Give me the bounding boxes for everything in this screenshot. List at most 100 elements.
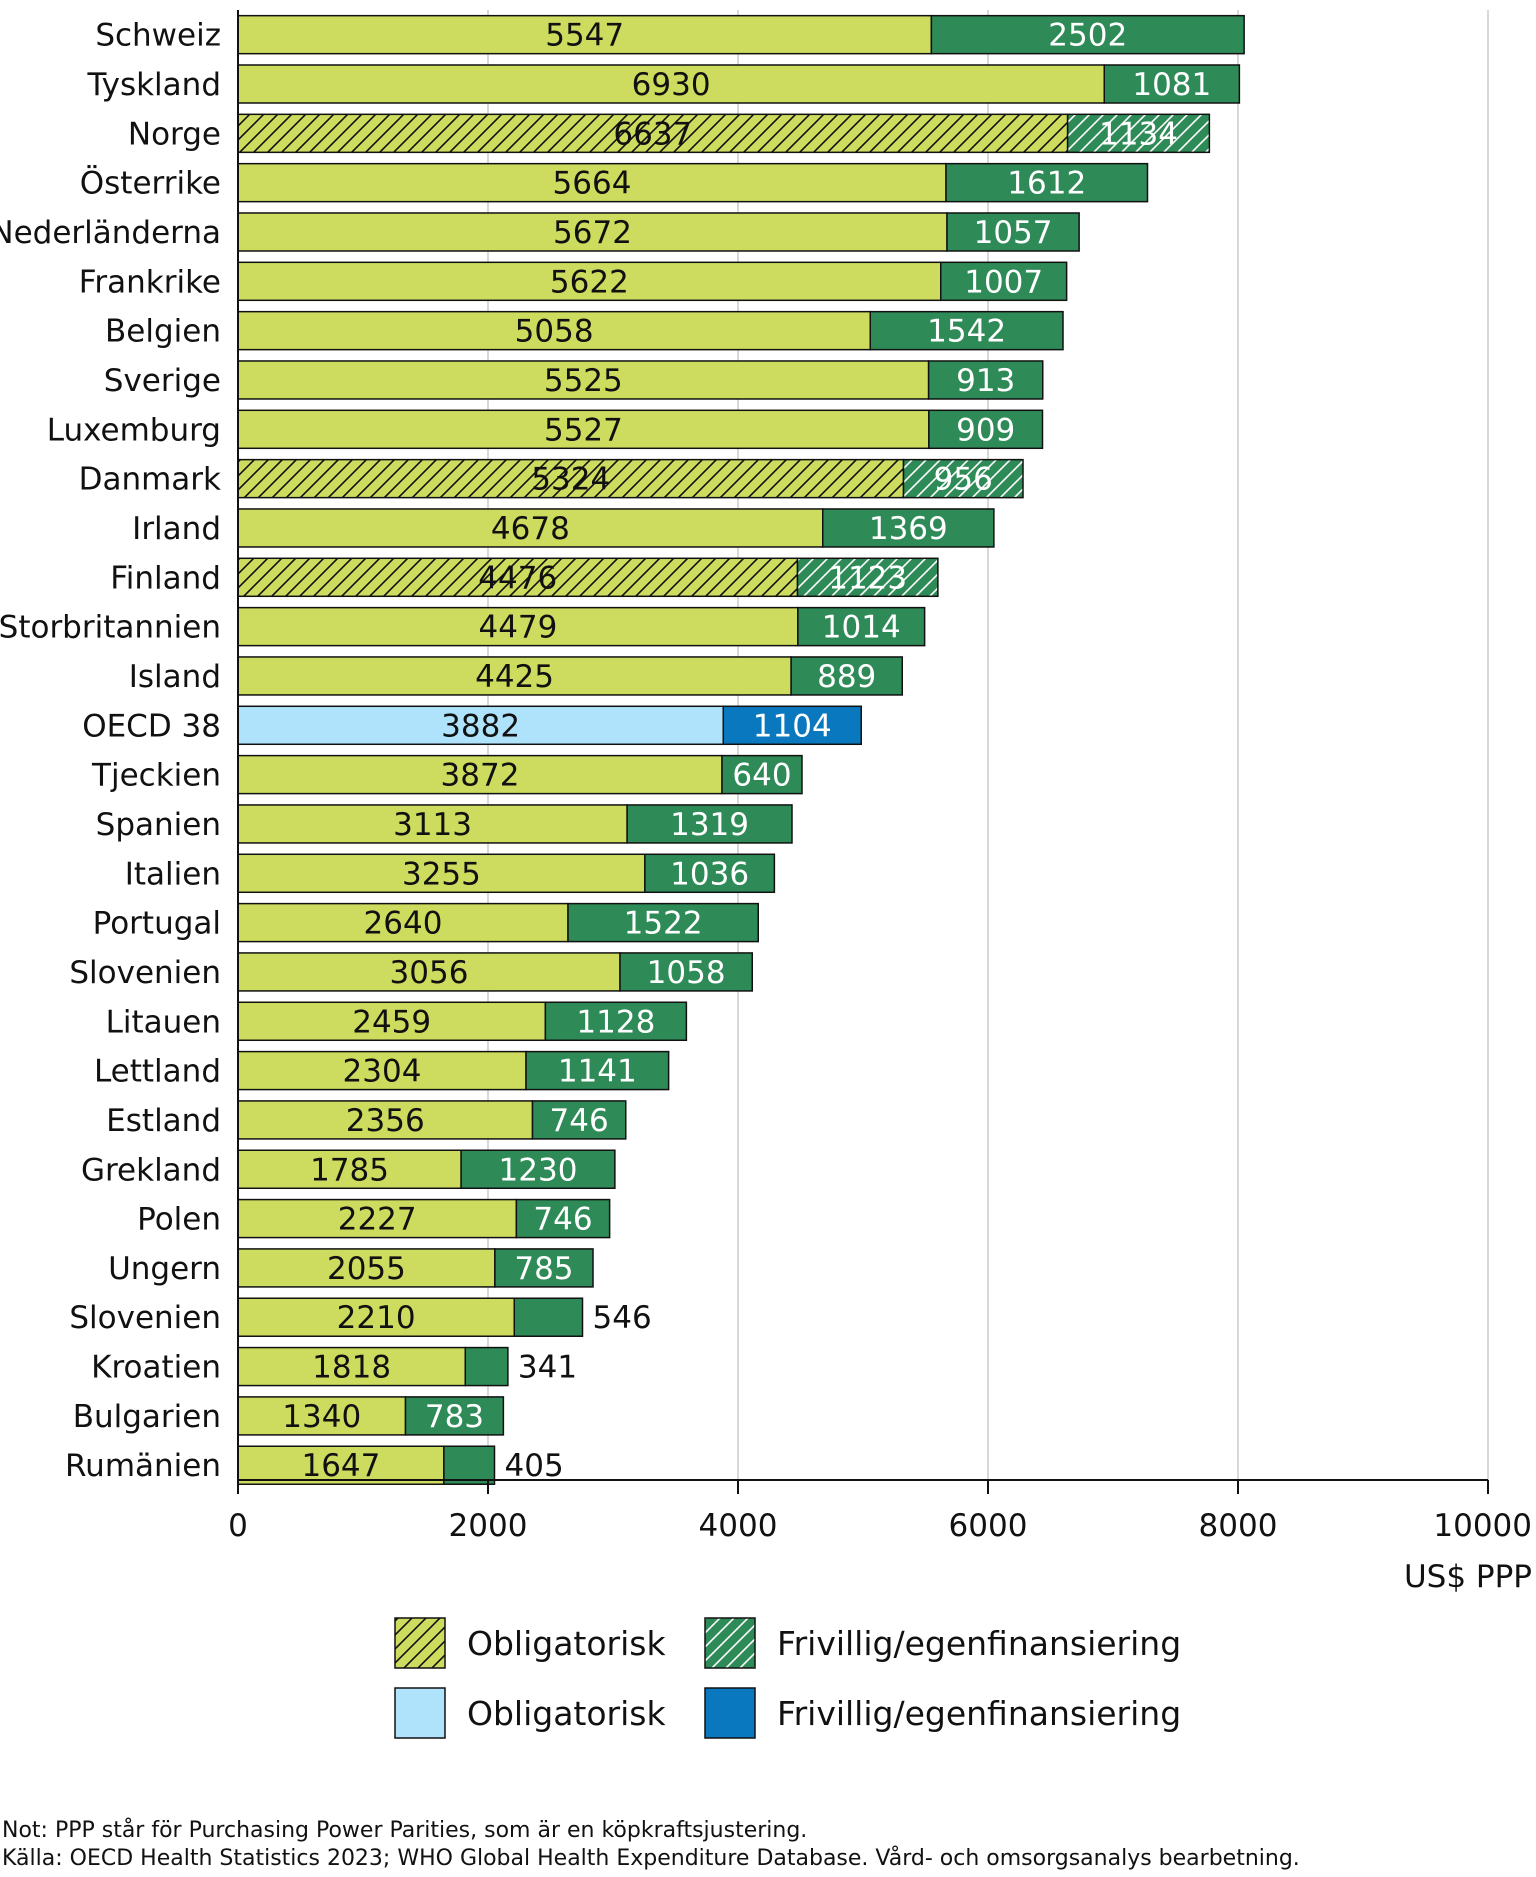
data-label-voluntary: 746: [550, 1103, 609, 1139]
category-label: Tjeckien: [91, 758, 221, 794]
data-label-voluntary: 889: [817, 659, 876, 695]
data-label-mandatory: 1785: [310, 1152, 389, 1188]
bar-voluntary: [644, 853, 776, 894]
data-label-mandatory: 6930: [632, 67, 711, 103]
bar-mandatory: [237, 64, 1105, 104]
bar-voluntary: [869, 310, 1064, 351]
category-label: Lettland: [94, 1054, 221, 1090]
category-label: Kroatien: [91, 1350, 221, 1386]
legend-label: Frivillig/egenfinansiering: [777, 1624, 1181, 1663]
bar-mandatory: [237, 557, 799, 598]
data-label-voluntary: 405: [505, 1448, 564, 1484]
bar-mandatory: [237, 1248, 496, 1288]
category-label: Grekland: [81, 1152, 221, 1188]
bar-mandatory: [237, 14, 933, 55]
category-label: Irland: [132, 511, 221, 547]
category-label: Ungern: [108, 1251, 221, 1287]
bar-mandatory: [237, 212, 948, 252]
bar-voluntary: [902, 458, 1024, 499]
data-label-voluntary: 1319: [670, 807, 749, 843]
data-label-mandatory: 4479: [478, 610, 557, 646]
data-label-mandatory: 4476: [478, 560, 557, 596]
bar-mandatory: [237, 409, 930, 450]
data-label-voluntary: 1007: [964, 264, 1043, 300]
legend-label: Obligatorisk: [467, 1624, 666, 1663]
labels: Schweiz 5547 2502 Tyskland 6930 1081 Norge 6637…: [0, 18, 1211, 1485]
bar-voluntary: [790, 656, 903, 696]
data-label-voluntary: 1058: [647, 955, 726, 991]
data-label-mandatory: 3882: [441, 708, 520, 744]
legend: Obligatorisk Frivillig/egenfinansiering Ob…: [394, 1617, 1181, 1739]
x-tick-label: 4000: [699, 1508, 778, 1544]
data-label-voluntary: 1542: [927, 314, 1006, 350]
data-label-voluntary: 1134: [1099, 116, 1178, 152]
data-label-mandatory: 3872: [441, 758, 520, 794]
bar-voluntary: [619, 952, 753, 992]
x-axis-title: US$ PPP: [1404, 1559, 1532, 1595]
data-label-voluntary: 1369: [869, 511, 948, 547]
bar-voluntary: [544, 1001, 688, 1042]
category-label: Litauen: [106, 1004, 221, 1040]
category-label: Spanien: [96, 807, 221, 843]
category-label: Danmark: [79, 462, 221, 498]
data-label-voluntary: 909: [956, 412, 1015, 448]
data-label-mandatory: 1818: [312, 1350, 391, 1386]
x-tick-label: 2000: [449, 1508, 528, 1544]
data-label-mandatory: 2640: [364, 906, 443, 942]
legend-label: Obligatorisk: [467, 1694, 666, 1733]
category-label: Nederländerna: [0, 215, 221, 251]
data-label-mandatory: 2459: [352, 1004, 431, 1040]
data-label-mandatory: 5672: [553, 215, 632, 251]
data-label-mandatory: 1647: [301, 1448, 380, 1484]
data-label-voluntary: 1123: [828, 560, 907, 596]
legend-swatch: [394, 1617, 446, 1669]
x-tick-label: 10000: [1433, 1508, 1532, 1544]
bar-voluntary: [797, 606, 926, 647]
category-label: Frankrike: [79, 264, 221, 300]
category-label: Slovenien: [69, 1300, 221, 1336]
category-label: Norge: [128, 116, 221, 152]
bar-mandatory: [237, 1001, 547, 1042]
bar-voluntary: [946, 212, 1080, 252]
data-label-mandatory: 5058: [515, 314, 594, 350]
category-label: Estland: [106, 1103, 221, 1139]
data-label-mandatory: 5547: [545, 18, 624, 54]
data-label-voluntary: 546: [593, 1300, 652, 1336]
data-label-voluntary: 1014: [822, 610, 901, 646]
data-label-mandatory: 2304: [343, 1054, 422, 1090]
data-label-mandatory: 5664: [553, 166, 632, 202]
category-label: Schweiz: [95, 18, 221, 54]
data-label-mandatory: 2210: [337, 1300, 416, 1336]
data-label-voluntary: 1057: [974, 215, 1053, 251]
bar-voluntary: [464, 1346, 509, 1387]
category-label: Polen: [137, 1202, 221, 1238]
data-label-mandatory: 6637: [613, 116, 692, 152]
data-label-voluntary: 1036: [670, 856, 749, 892]
bar-voluntary: [721, 754, 803, 795]
data-label-voluntary: 2502: [1048, 18, 1127, 54]
bar-voluntary: [404, 1396, 505, 1436]
category-label: Storbritannien: [0, 610, 221, 646]
data-label-voluntary: 913: [956, 363, 1015, 399]
bar-mandatory: [237, 458, 905, 499]
x-axis: 0 2000 4000 6000 8000 10000 US$ PPP: [228, 10, 1532, 1595]
bar-voluntary: [928, 409, 1044, 450]
legend-swatch: [394, 1687, 446, 1739]
data-label-mandatory: 2055: [327, 1251, 406, 1287]
category-label: Finland: [110, 560, 221, 596]
bar-chart: Schweiz 5547 2502 Tyskland 6930 1081 Norge 6637…: [0, 10, 1532, 1739]
data-label-voluntary: 956: [934, 462, 993, 498]
data-label-mandatory: 2227: [338, 1202, 417, 1238]
category-label: Österrike: [80, 165, 221, 202]
bar-voluntary: [722, 705, 862, 746]
data-label-mandatory: 1340: [282, 1399, 361, 1435]
data-label-mandatory: 3255: [402, 856, 481, 892]
bar-mandatory: [237, 853, 646, 894]
bar-mandatory: [237, 705, 724, 746]
data-label-mandatory: 5324: [531, 462, 610, 498]
bar-mandatory: [237, 113, 1069, 154]
footnote: Not: PPP står för Purchasing Power Parit…: [2, 1818, 808, 1843]
source-note: Källa: OECD Health Statistics 2023; WHO …: [2, 1846, 1300, 1871]
x-tick-label: 0: [228, 1508, 248, 1544]
bar-voluntary: [1103, 64, 1241, 104]
